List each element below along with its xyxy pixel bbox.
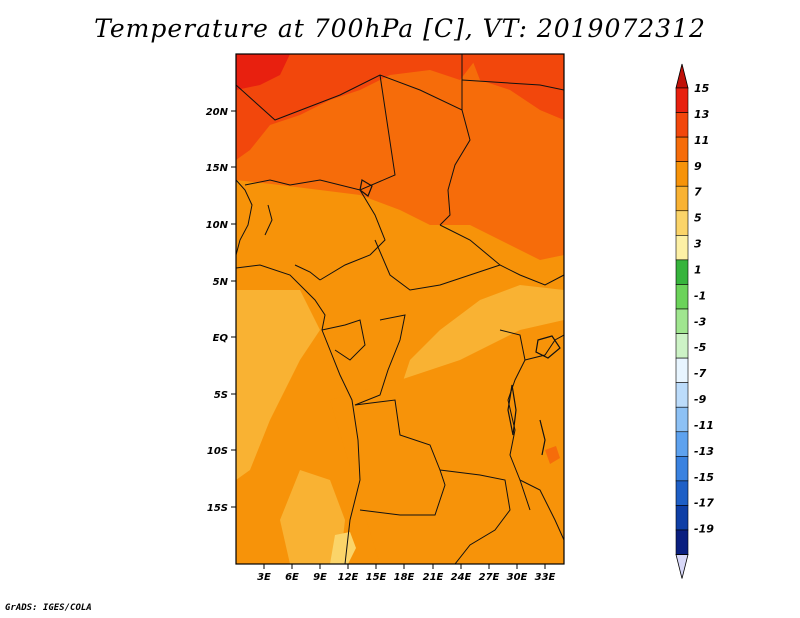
colorbar: 15 13 11 9 7 5 3 1 -1 -3 -5 -7 -9 -11 -13 -15 -17 -19 xyxy=(675,63,714,579)
lon-label: 18E xyxy=(394,572,415,583)
lat-label: EQ xyxy=(213,333,229,344)
lake-tanganyika xyxy=(507,384,517,436)
field-11-13-east xyxy=(545,446,560,464)
lat-label: 5N xyxy=(213,277,229,288)
colorbar-segment xyxy=(675,308,689,334)
colorbar-top-arrow xyxy=(675,63,689,89)
colorbar-segment xyxy=(675,480,689,506)
lon-label: 24E xyxy=(451,572,472,583)
field-9-11-south xyxy=(330,320,564,564)
lat-labels: 20N 15N 10N 5N EQ 5S 10S 15S xyxy=(206,107,229,514)
colorbar-label: 13 xyxy=(694,108,710,121)
colorbar-label: 11 xyxy=(694,134,709,147)
colorbar-label: 7 xyxy=(694,186,702,199)
colorbar-bottom-arrow xyxy=(675,554,689,579)
colorbar-label: -1 xyxy=(694,289,706,302)
chart-title: Temperature at 700hPa [C], VT: 201907231… xyxy=(94,14,706,43)
lat-label: 20N xyxy=(206,107,229,118)
colorbar-segment xyxy=(675,357,689,383)
field-13-15-northeast xyxy=(470,54,564,120)
lat-label: 10N xyxy=(206,220,229,231)
colorbar-label: -19 xyxy=(694,523,714,536)
temperature-field xyxy=(236,54,564,564)
lakes xyxy=(359,179,561,456)
axis-ticks xyxy=(231,110,546,569)
colorbar-label: 15 xyxy=(694,82,710,95)
colorbar-label: 9 xyxy=(694,160,702,173)
colorbar-segment xyxy=(675,333,689,359)
colorbar-label: -7 xyxy=(694,367,707,380)
lake-malawi xyxy=(539,419,546,456)
colorbar-label: -3 xyxy=(694,315,707,328)
lat-label: 10S xyxy=(207,446,228,457)
colorbar-label: -11 xyxy=(694,419,714,432)
lon-label: 27E xyxy=(479,572,500,583)
field-7-9-southwest xyxy=(280,470,345,564)
lat-label: 15N xyxy=(206,163,229,174)
field-13-15-north xyxy=(236,54,480,160)
field-15-plus xyxy=(236,54,290,90)
lon-label: 21E xyxy=(423,572,444,583)
lon-label: 6E xyxy=(285,572,299,583)
colorbar-segment xyxy=(675,259,689,285)
colorbar-segment xyxy=(675,456,689,482)
colorbar-label: -9 xyxy=(694,393,707,406)
lon-labels: 3E 6E 9E 12E 15E 18E 21E 24E 27E 30E 33E xyxy=(257,572,555,583)
colorbar-label: 5 xyxy=(694,212,702,225)
lon-label: 30E xyxy=(507,572,528,583)
colorbar-segment xyxy=(675,406,689,433)
colorbar-segment xyxy=(675,382,689,408)
colorbar-segment xyxy=(675,505,689,531)
map-frame xyxy=(235,53,565,565)
colorbar-segment xyxy=(675,112,689,138)
colorbar-label: -17 xyxy=(694,497,714,510)
country-borders xyxy=(236,54,564,564)
lon-label: 33E xyxy=(535,572,556,583)
colorbar-label: -5 xyxy=(694,341,707,354)
colorbar-label: 3 xyxy=(694,238,702,251)
colorbar-segment xyxy=(675,161,689,187)
colorbar-label: 1 xyxy=(694,263,702,276)
lat-label: 15S xyxy=(207,503,228,514)
colorbar-segment xyxy=(675,136,689,162)
lon-label: 12E xyxy=(338,572,359,583)
field-7-9-coast xyxy=(236,290,320,480)
colorbar-segment xyxy=(675,185,689,212)
colorbar-segment xyxy=(675,210,689,236)
colorbar-segment xyxy=(675,431,689,457)
colorbar-segment xyxy=(675,87,689,113)
colorbar-segment xyxy=(675,284,689,310)
grads-credit: GrADS: IGES/COLA xyxy=(5,603,92,613)
lon-label: 15E xyxy=(366,572,387,583)
lake-victoria xyxy=(535,335,561,359)
lat-label: 5S xyxy=(214,390,228,401)
colorbar-segment xyxy=(675,529,689,555)
lake-chad xyxy=(359,179,373,197)
field-5-7 xyxy=(330,532,356,564)
colorbar-label: -15 xyxy=(694,471,714,484)
lon-label: 9E xyxy=(313,572,327,583)
colorbar-segment xyxy=(675,235,689,261)
lon-label: 3E xyxy=(257,572,271,583)
colorbar-label: -13 xyxy=(694,445,714,458)
